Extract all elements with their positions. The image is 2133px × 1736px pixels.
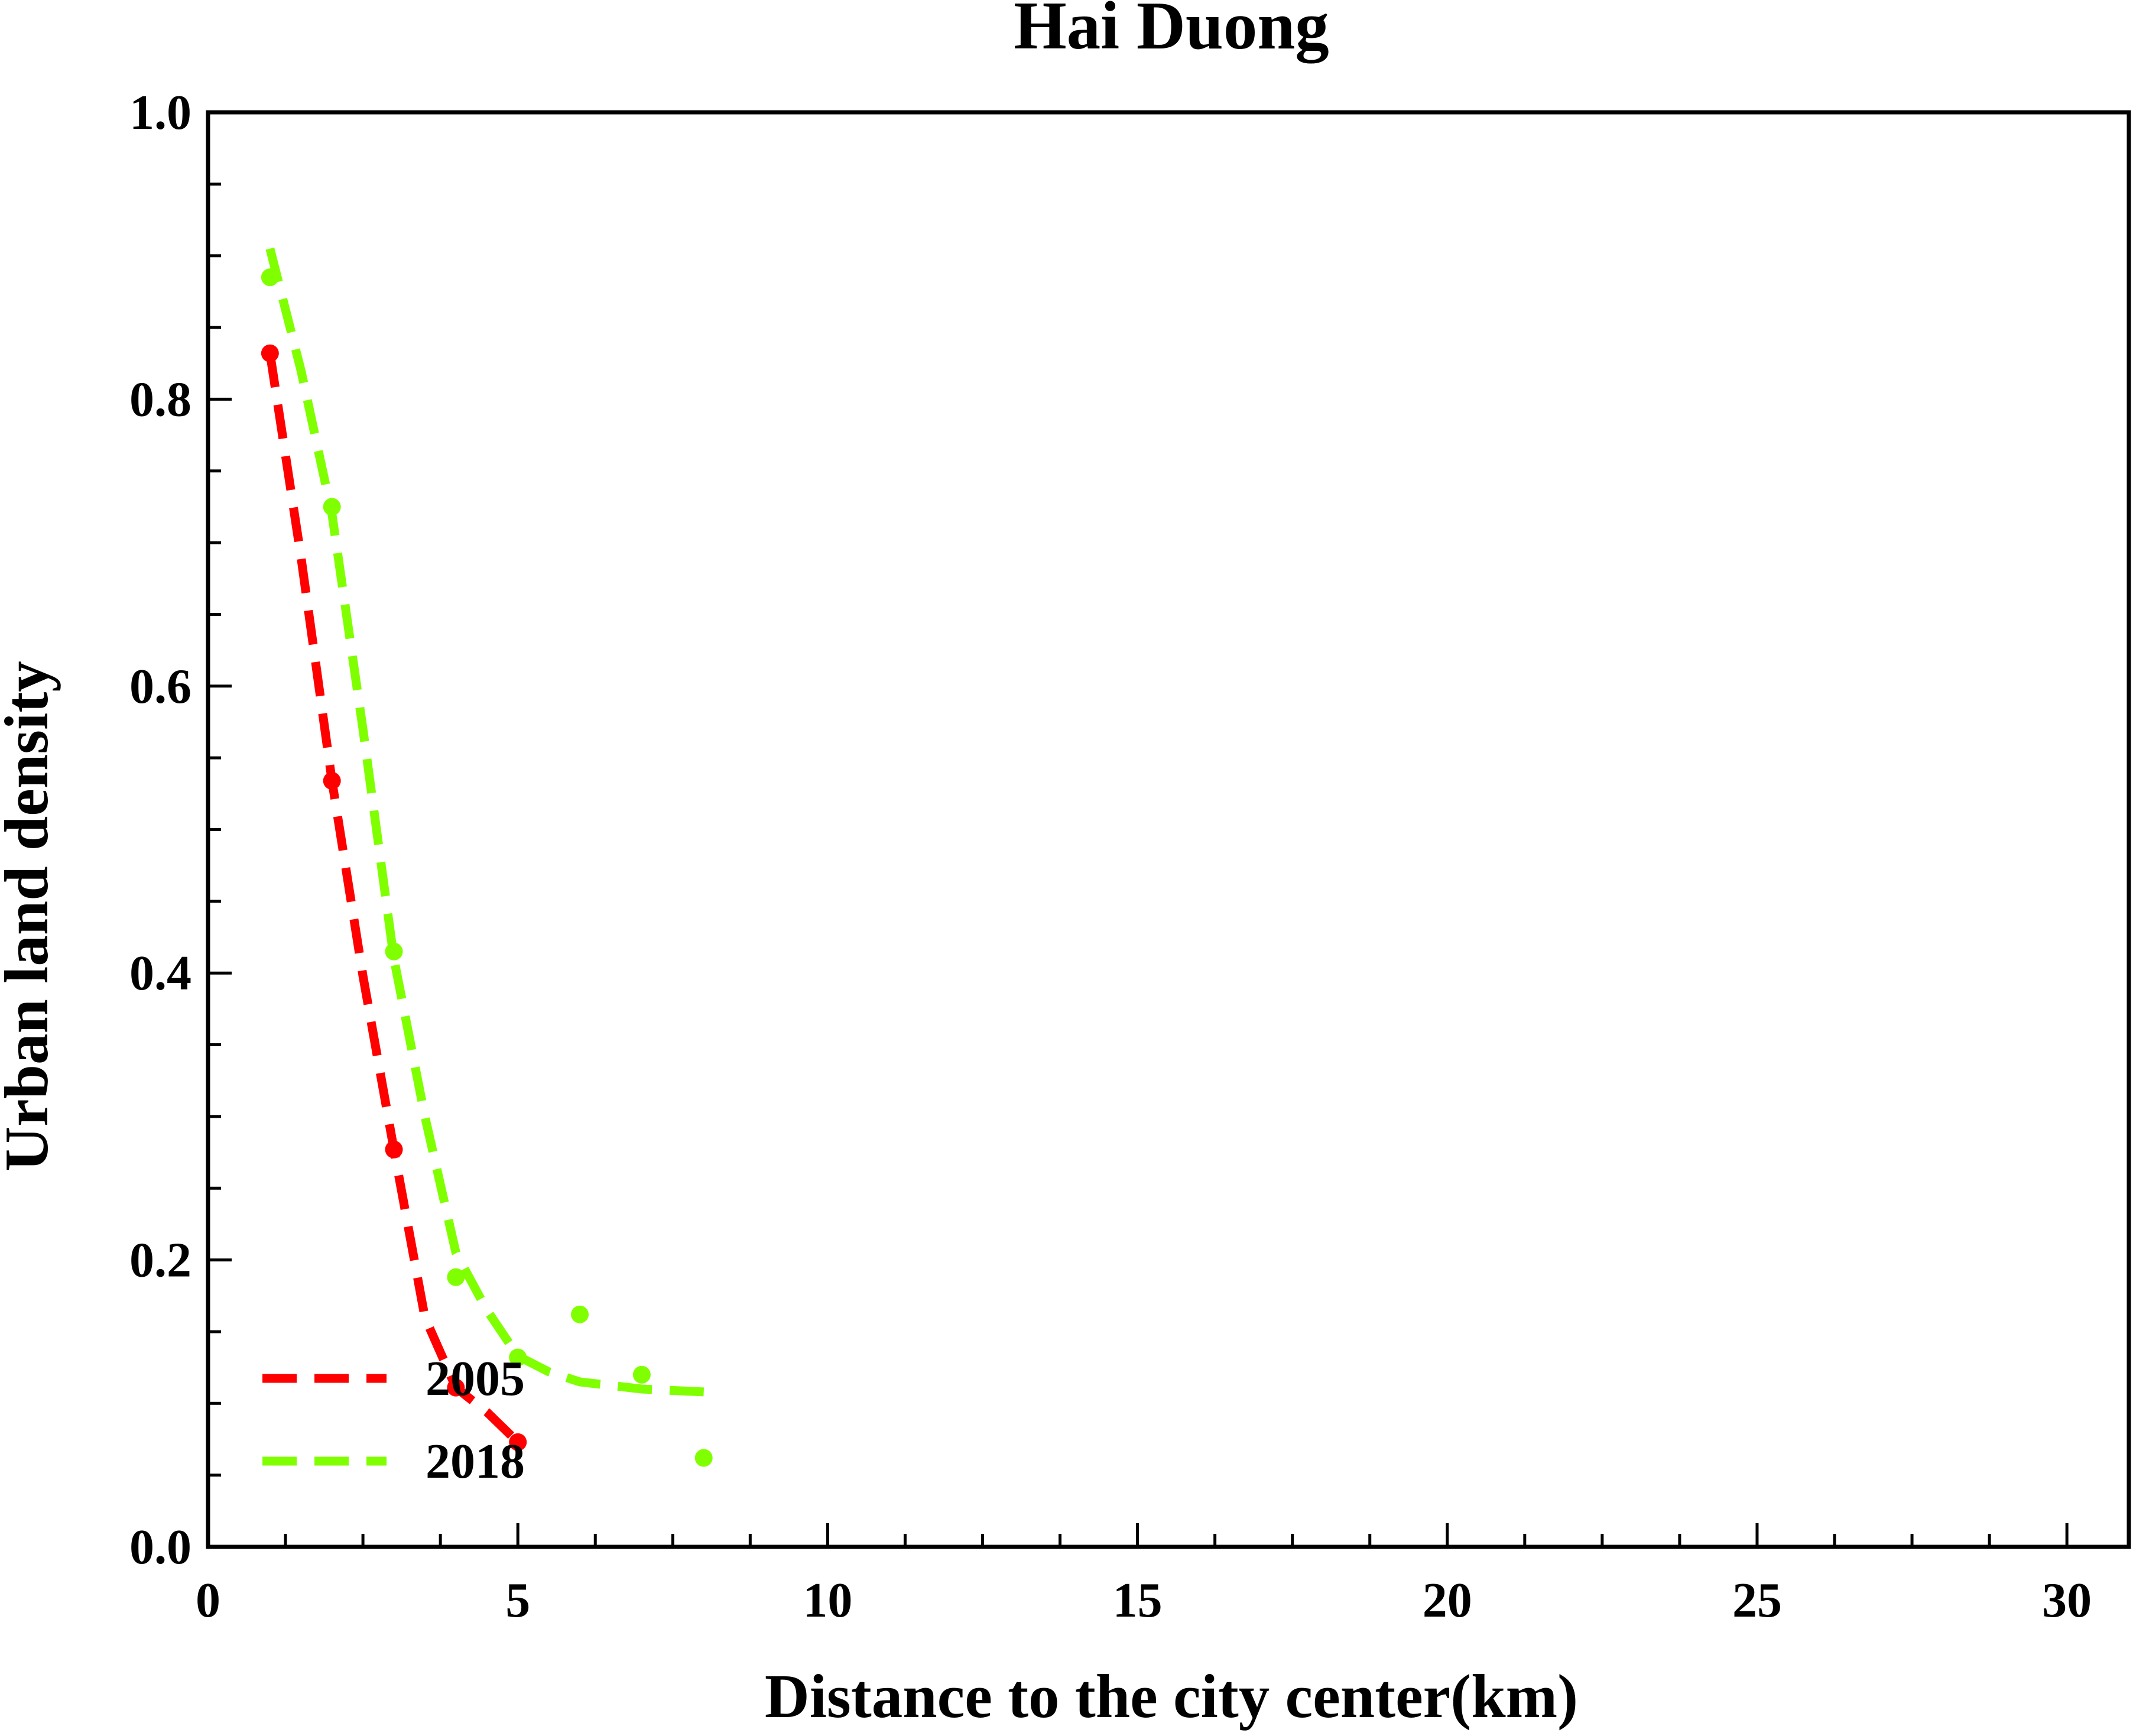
series-2005-point: [385, 1140, 403, 1159]
y-tick-label: 0.4: [129, 946, 191, 1001]
series-2018-point: [261, 268, 279, 287]
series-2018-point: [694, 1449, 713, 1467]
series-2005-point: [509, 1433, 527, 1451]
x-tick-label: 5: [505, 1573, 530, 1628]
x-tick-label: 30: [2042, 1573, 2092, 1628]
series-2005-fit-line: [265, 352, 521, 1446]
series-2018-point: [323, 498, 341, 516]
plot-layer: 0 5 10 15 20 25 30 0.0 0.2 0.4 0.6 0.8 1.0 2005 2018: [129, 85, 2131, 1628]
series-2005-point: [261, 344, 279, 362]
series-2005-point: [323, 771, 341, 790]
series-2005-point: [447, 1378, 465, 1397]
x-tick-label: 10: [803, 1573, 852, 1628]
y-tick-label: 0.2: [129, 1233, 191, 1288]
series-2018-point: [385, 942, 403, 961]
x-tick-label: 25: [1732, 1573, 1782, 1628]
x-tick-label: 0: [196, 1573, 220, 1628]
y-tick-label: 1.0: [129, 85, 191, 140]
x-tick-label: 15: [1113, 1573, 1163, 1628]
y-tick-label: 0.8: [129, 372, 191, 427]
series-2018-point: [571, 1305, 589, 1323]
series-2018-point: [632, 1365, 651, 1384]
chart-title: Hai Duong: [1014, 0, 1329, 63]
x-axis-label: Distance to the city center(km): [765, 1662, 1578, 1731]
x-tick-label: 20: [1423, 1573, 1472, 1628]
legend-label-2005: 2005: [426, 1351, 525, 1406]
y-tick-label: 0.6: [129, 659, 191, 714]
y-tick-label: 0.0: [129, 1520, 191, 1575]
series-2018-point: [509, 1348, 527, 1367]
y-axis-label: Urban land density: [0, 661, 61, 1172]
series-2018-point: [447, 1268, 465, 1286]
legend-label-2018: 2018: [426, 1434, 525, 1489]
